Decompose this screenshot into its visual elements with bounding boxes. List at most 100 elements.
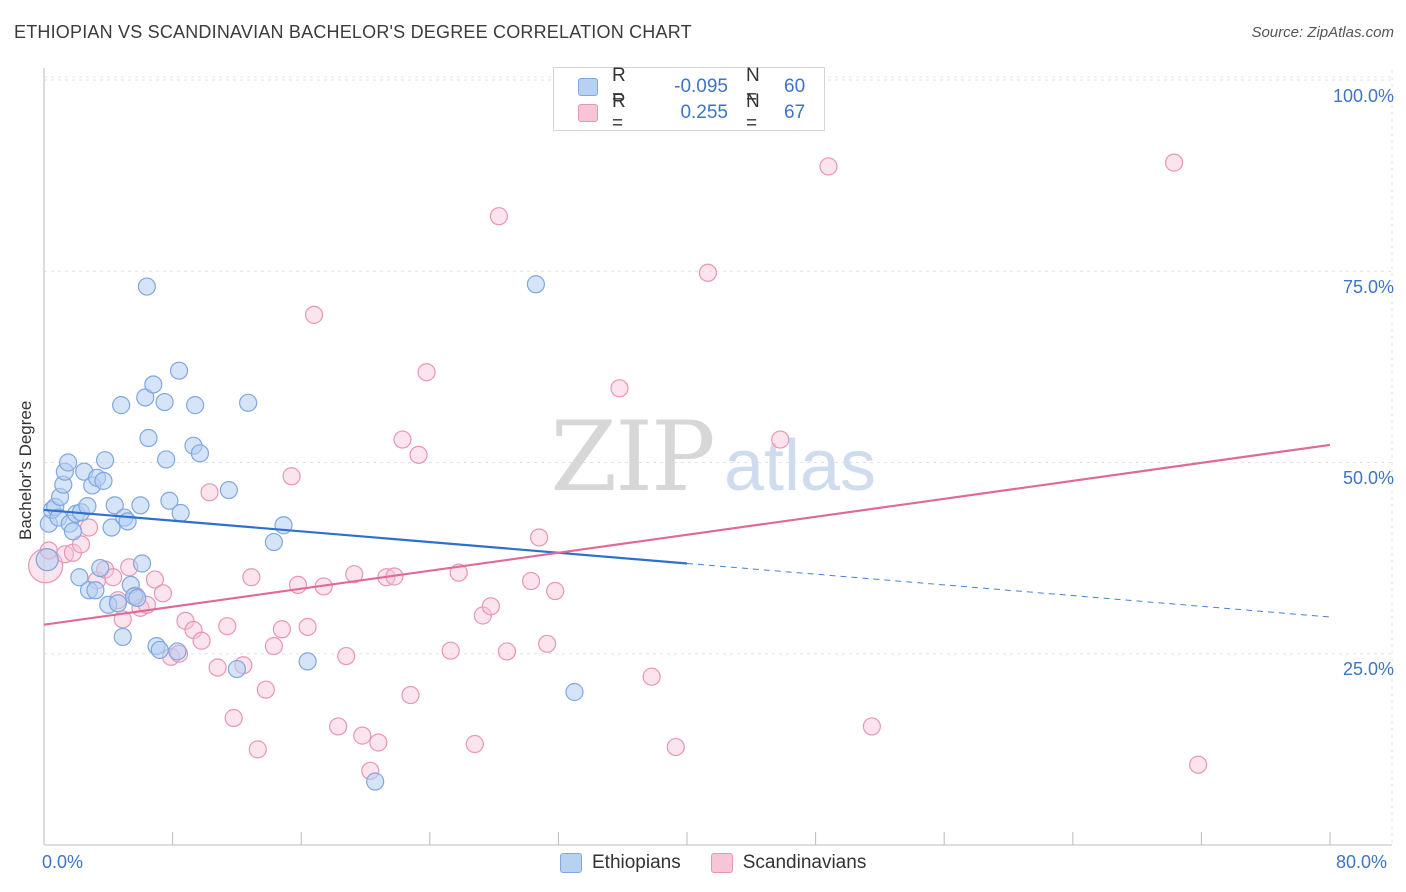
- scandinavians-point: [256, 680, 275, 699]
- source-label: Source: ZipAtlas.com: [1251, 24, 1394, 41]
- zipatlas-watermark: ZIP atlas: [550, 401, 876, 513]
- scandinavians-legend-label: Scandinavians: [742, 852, 867, 873]
- scandinavians-point: [272, 620, 292, 639]
- y-axis-label: Bachelor's Degree: [16, 400, 35, 540]
- scandinavians-point: [248, 740, 267, 759]
- ethiopians-point: [136, 388, 155, 407]
- ethiopians-point: [113, 627, 132, 647]
- y-tick-100: 100.0%: [1332, 86, 1394, 106]
- ethiopians-point: [131, 496, 150, 515]
- ethiopians-point: [59, 453, 78, 472]
- scandinavians-swatch: [578, 104, 598, 122]
- scandinavians-trend-line: [43, 443, 1331, 626]
- y-tick-75: 75.0%: [1342, 277, 1394, 297]
- n-label: N =: [746, 91, 760, 134]
- ethiopians-point: [137, 277, 156, 296]
- ethiopians-point: [108, 594, 128, 613]
- ethiopians-legend-swatch: [560, 853, 582, 873]
- scandinavians-legend-swatch: [710, 853, 733, 873]
- ethiopians-point: [63, 522, 83, 541]
- ethiopians-point: [160, 491, 179, 510]
- x-min-label: 0.0%: [42, 852, 84, 872]
- x-max-label: 80.0%: [1336, 852, 1388, 872]
- ethiopians-trend-extension: [686, 562, 1331, 618]
- n-value: 60: [784, 76, 806, 97]
- scandinavians-point: [192, 631, 211, 650]
- ethiopians-point: [139, 428, 158, 448]
- ethiopians-swatch: [578, 78, 598, 96]
- scandinavians-point: [521, 571, 541, 591]
- scandinavians-point: [497, 642, 517, 661]
- stats-legend: R = -0.095 N = 60 R = 0.255 N = 67: [553, 65, 825, 134]
- legend-row-ethiopians: R = -0.095 N = 60: [578, 65, 806, 108]
- scandinavians-point: [282, 467, 301, 486]
- ethiopians-point: [169, 361, 189, 380]
- scandinavians-point: [304, 305, 324, 324]
- ethiopians-point: [150, 640, 169, 660]
- r-value: 0.255: [680, 102, 728, 123]
- ethiopians-point: [264, 532, 283, 552]
- scandinavians-point: [393, 430, 412, 449]
- axes: [43, 68, 1392, 846]
- r-label: R =: [612, 65, 626, 108]
- scandinavians-point: [642, 667, 661, 686]
- ethiopians-point: [70, 568, 89, 587]
- ethiopians-point: [239, 393, 258, 412]
- scandinavians-point: [200, 483, 219, 502]
- y-tick-50: 50.0%: [1342, 468, 1394, 488]
- r-value: -0.095: [674, 76, 728, 97]
- ethiopians-point: [298, 652, 317, 671]
- svg-text:atlas: atlas: [724, 426, 876, 506]
- scandinavians-point: [489, 207, 509, 226]
- ethiopians-point: [219, 480, 238, 500]
- scandinavians-point: [610, 379, 629, 398]
- ethiopians-point: [155, 392, 174, 412]
- scandinavians-point: [264, 636, 283, 656]
- ethiopians-point: [105, 496, 124, 515]
- scandinavians-point: [449, 563, 468, 582]
- scandinavians-point: [666, 737, 685, 757]
- scandinavians-point: [208, 658, 227, 677]
- scandinavians-point: [242, 568, 261, 587]
- scandinavians-point: [417, 363, 436, 382]
- ethiopians-point: [86, 581, 105, 600]
- grid-lines: [44, 70, 1393, 845]
- ethiopians-point: [565, 682, 584, 702]
- scandinavians-point: [771, 430, 790, 449]
- scandinavians-point: [104, 568, 123, 587]
- scandinavians-point: [329, 717, 348, 736]
- ethiopians-points: [35, 275, 584, 791]
- scandinavians-point: [153, 584, 173, 603]
- r-label: R =: [612, 91, 626, 134]
- ethiopians-point: [366, 772, 385, 791]
- scandinavians-point: [1189, 755, 1208, 774]
- chart-title: ETHIOPIAN VS SCANDINAVIAN BACHELOR'S DEG…: [14, 22, 692, 42]
- scandinavians-point: [698, 263, 717, 282]
- scandinavians-point: [409, 445, 428, 464]
- ethiopians-point: [102, 518, 121, 537]
- ethiopians-point: [35, 548, 59, 572]
- ethiopians-point: [112, 396, 131, 415]
- ethiopians-legend-label: Ethiopians: [592, 852, 681, 873]
- scandinavians-point: [337, 646, 356, 666]
- ethiopians-trend-line: [43, 508, 688, 565]
- ethiopians-point: [94, 471, 113, 490]
- legend-item-ethiopians: Ethiopians: [560, 852, 681, 874]
- series-legend: Ethiopians Scandinavians: [560, 852, 896, 874]
- scandinavians-point: [218, 617, 237, 636]
- scandinavians-point: [481, 597, 500, 616]
- n-label: N =: [746, 65, 760, 108]
- n-value: 67: [784, 102, 806, 123]
- scandinavians-point: [538, 634, 557, 653]
- scandinavians-point: [298, 617, 317, 637]
- trend-lines: [43, 443, 1331, 626]
- ethiopians-point: [132, 554, 152, 573]
- scandinavians-point: [224, 708, 243, 728]
- ethiopians-point: [227, 659, 246, 679]
- ethiopians-point: [95, 451, 115, 470]
- ethiopians-point: [128, 588, 147, 608]
- scandinavians-point: [441, 641, 460, 660]
- ethiopians-point: [168, 642, 187, 661]
- ethiopians-point: [526, 275, 545, 294]
